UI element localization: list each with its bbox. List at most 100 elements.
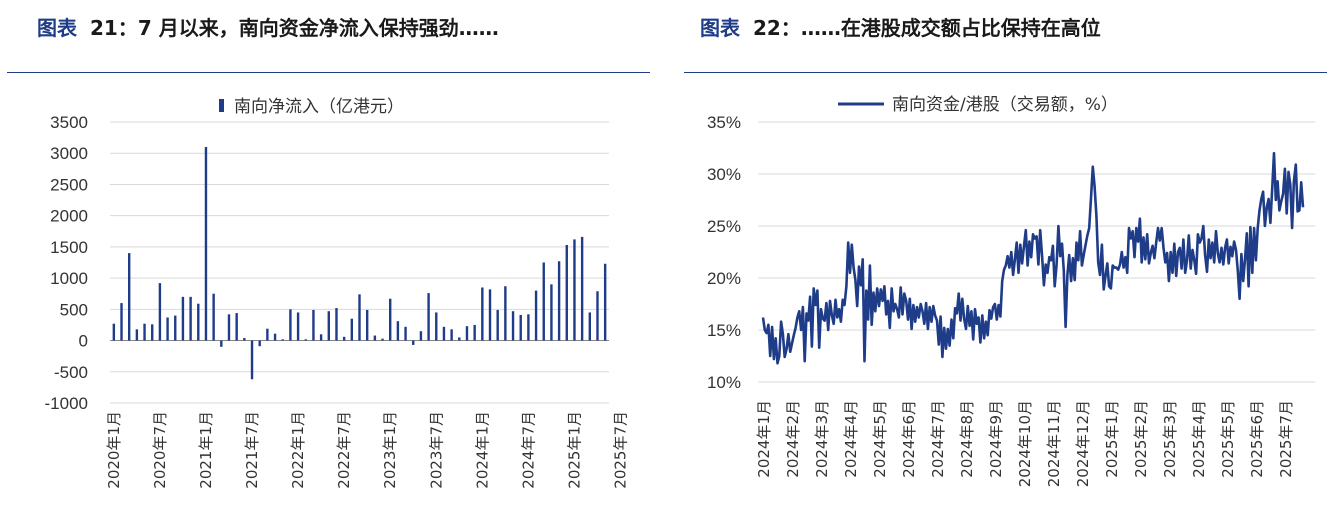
left-ytick-label: 2500 — [50, 175, 88, 194]
left-bar — [419, 331, 423, 341]
left-bar — [342, 336, 346, 341]
left-xtick-label: 2022年1月 — [289, 411, 307, 489]
left-bar — [212, 293, 215, 341]
left-bar — [404, 326, 407, 341]
right-xtick-label: 2024年8月 — [958, 400, 976, 478]
left-bar — [327, 311, 330, 341]
left-bar — [220, 340, 223, 347]
left-bar — [258, 340, 261, 347]
left-title-lead: 图表 — [37, 16, 77, 40]
left-chart-title: 图表 21：7 月以来，南向资金净流入保持强劲…… — [37, 12, 499, 41]
left-xtick-label: 2025年1月 — [565, 411, 583, 489]
left-bar — [151, 324, 154, 341]
right-title-text: ……在港股成交额占比保持在高位 — [800, 16, 1101, 40]
right-xtick-label: 2024年10月 — [1016, 400, 1034, 487]
left-bar — [319, 334, 323, 341]
right-ytick-label: 20% — [707, 269, 741, 288]
left-xtick-label: 2023年7月 — [427, 411, 445, 489]
left-ytick-label: -1000 — [45, 394, 88, 413]
left-xtick-label: 2021年7月 — [243, 411, 261, 489]
right-ytick-label: 10% — [707, 373, 741, 392]
right-title-number: 22： — [752, 16, 801, 40]
left-bar — [235, 313, 238, 341]
left-xtick-label: 2023年1月 — [381, 411, 399, 489]
left-bar — [565, 245, 568, 341]
left-ytick-label: 0 — [79, 332, 88, 351]
right-ytick-label: 15% — [707, 321, 741, 340]
left-ytick-label: 500 — [60, 300, 88, 319]
left-bar — [273, 333, 277, 341]
right-title-rule — [684, 72, 1327, 73]
left-bar — [166, 317, 169, 341]
right-xtick-label: 2024年4月 — [842, 400, 860, 478]
right-xtick-label: 2024年9月 — [987, 400, 1005, 478]
right-ytick-label: 30% — [707, 165, 741, 184]
left-title-rule — [7, 72, 650, 73]
left-bar — [350, 318, 354, 341]
left-bar — [396, 321, 400, 341]
left-bar — [358, 294, 361, 341]
left-xtick-label: 2024年1月 — [473, 411, 491, 489]
left-chart: -1000 -500 0 500 1000 1500 2000 2500 3000 3500 202… — [45, 97, 630, 489]
right-xtick-label: 2025年1月 — [1103, 400, 1121, 478]
left-bar — [289, 309, 292, 341]
left-bar — [197, 303, 200, 341]
left-bar — [135, 329, 139, 341]
left-xtick-label: 2022年7月 — [335, 411, 353, 489]
left-bar — [120, 303, 123, 341]
right-xtick-label: 2024年12月 — [1074, 400, 1092, 487]
left-bar — [227, 314, 231, 341]
left-bar — [458, 337, 461, 341]
right-xtick-label: 2025年2月 — [1132, 400, 1150, 478]
left-bar — [381, 338, 384, 341]
right-xtick-label: 2024年11月 — [1045, 400, 1063, 487]
left-bar — [534, 290, 538, 341]
left-bar — [296, 312, 300, 341]
left-bar — [488, 289, 492, 341]
right-legend-label: 南向资金/港股（交易额，%） — [892, 95, 1118, 115]
left-bar — [435, 312, 438, 341]
left-bar — [603, 263, 607, 341]
left-bar — [250, 340, 254, 380]
left-bar — [450, 329, 453, 341]
left-bar — [465, 326, 469, 341]
left-bar — [143, 323, 146, 341]
left-bar — [427, 293, 430, 341]
right-series-line — [761, 151, 1305, 365]
left-bar — [527, 314, 530, 341]
right-chart: 10% 15% 20% 25% 30% 35% 2024年1月 2024年2月 2024年3月 2… — [707, 95, 1315, 487]
left-bar — [312, 309, 315, 341]
left-bar — [504, 286, 507, 341]
left-xtick-label: 2021年1月 — [197, 411, 215, 489]
left-bar — [174, 315, 177, 341]
left-bar — [373, 335, 377, 341]
left-bar — [112, 323, 116, 341]
right-xtick-label: 2024年3月 — [813, 400, 831, 478]
left-legend-swatch — [219, 99, 224, 112]
left-xtick-label: 2020年1月 — [105, 411, 123, 489]
left-bar — [557, 261, 561, 341]
left-bar — [181, 296, 185, 341]
right-xtick-label: 2025年5月 — [1219, 400, 1237, 478]
left-bar — [412, 340, 415, 345]
left-bar — [281, 339, 284, 341]
left-bar — [573, 239, 576, 341]
right-xtick-label: 2025年7月 — [1277, 400, 1295, 478]
left-bar — [189, 296, 192, 341]
left-bar — [473, 324, 476, 341]
right-xtick-label: 2025年4月 — [1190, 400, 1208, 478]
left-ytick-label: 2000 — [50, 207, 88, 226]
left-title-number: 21： — [89, 16, 138, 40]
left-bar — [550, 284, 553, 341]
right-xtick-label: 2024年6月 — [900, 400, 918, 478]
left-bar — [442, 326, 446, 341]
left-ytick-label: 1500 — [50, 238, 88, 257]
left-bar — [204, 146, 208, 341]
left-ytick-label: 3000 — [50, 144, 88, 163]
left-xtick-label: 2024年7月 — [519, 411, 537, 489]
left-xtick-label: 2020年7月 — [151, 411, 169, 489]
right-xtick-label: 2024年5月 — [871, 400, 889, 478]
right-title-lead: 图表 — [700, 16, 740, 40]
left-legend-label: 南向净流入（亿港元） — [234, 97, 404, 117]
